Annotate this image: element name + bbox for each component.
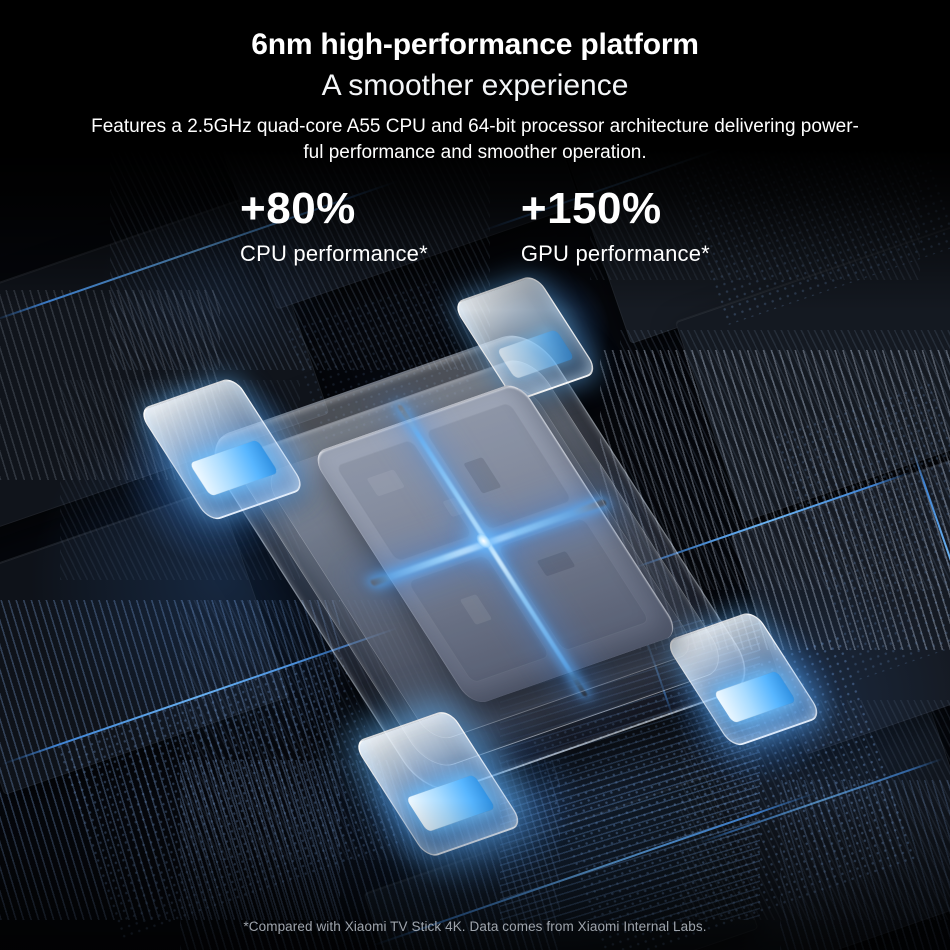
glass-corner-glow-bar <box>405 774 496 833</box>
footnote: *Compared with Xiaomi TV Stick 4K. Data … <box>243 919 707 934</box>
glass-corner-glow-bar <box>496 329 575 379</box>
description-line-1: Features a 2.5GHz quad-core A55 CPU and … <box>91 116 859 137</box>
chip-3d-illustration <box>118 265 840 928</box>
gpu-stat-value: +150% <box>520 184 662 233</box>
cpu-stat: +80% CPU performance* <box>240 186 428 267</box>
cpu-stat-value: +80% <box>240 184 356 233</box>
description: Features a 2.5GHz quad-core A55 CPU and … <box>0 114 950 166</box>
performance-stats: +80% CPU performance* +150% GPU performa… <box>0 186 950 267</box>
glass-corner-glow-bar <box>189 439 279 497</box>
gpu-stat: +150% GPU performance* <box>521 186 710 267</box>
page-subtitle: A smoother experience <box>321 69 629 102</box>
cpu-stat-label: CPU performance* <box>240 241 428 266</box>
gpu-stat-label: GPU performance* <box>520 241 710 266</box>
description-line-2: ful performance and smoother operation. <box>303 142 647 163</box>
page-title: 6nm high-performance platform <box>251 28 699 61</box>
header: 6nm high-performance platform A smoother… <box>0 28 950 166</box>
glass-corner-glow-bar <box>713 670 797 724</box>
